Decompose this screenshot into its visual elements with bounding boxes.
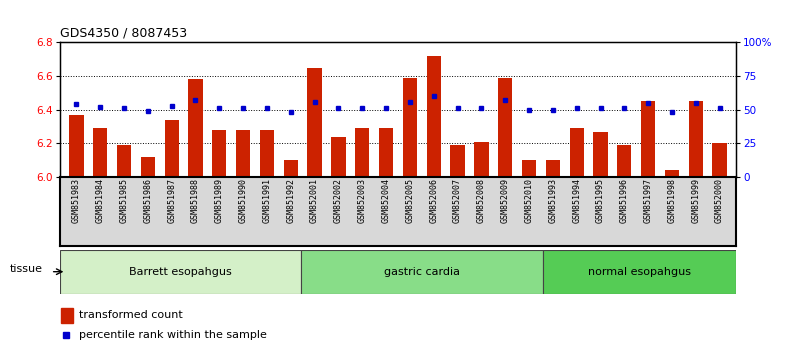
Bar	[189, 79, 203, 177]
Bar	[165, 120, 179, 177]
Text: GSM852003: GSM852003	[357, 178, 367, 223]
Bar	[403, 78, 417, 177]
Text: GSM851988: GSM851988	[191, 178, 200, 223]
Bar	[117, 145, 131, 177]
Bar	[641, 101, 655, 177]
Text: percentile rank within the sample: percentile rank within the sample	[79, 330, 267, 340]
Text: GSM852004: GSM852004	[381, 178, 391, 223]
Bar	[307, 68, 322, 177]
Text: GSM851994: GSM851994	[572, 178, 581, 223]
Text: gastric cardia: gastric cardia	[384, 267, 460, 277]
Bar	[236, 130, 250, 177]
Text: GSM851987: GSM851987	[167, 178, 176, 223]
Bar	[379, 128, 393, 177]
Text: GSM852009: GSM852009	[501, 178, 509, 223]
Bar	[451, 145, 465, 177]
Text: GSM852005: GSM852005	[405, 178, 415, 223]
Text: GSM851991: GSM851991	[263, 178, 271, 223]
Bar	[331, 137, 345, 177]
Text: GSM851993: GSM851993	[548, 178, 557, 223]
Bar	[689, 101, 703, 177]
Text: GSM851983: GSM851983	[72, 178, 81, 223]
Text: tissue: tissue	[10, 264, 43, 274]
Text: GSM852007: GSM852007	[453, 178, 462, 223]
Text: GSM852001: GSM852001	[310, 178, 319, 223]
Bar	[546, 160, 560, 177]
Bar	[302, 250, 543, 294]
Bar	[474, 142, 489, 177]
Text: Barrett esopahgus: Barrett esopahgus	[129, 267, 232, 277]
Text: GSM852008: GSM852008	[477, 178, 486, 223]
Bar	[593, 132, 607, 177]
Text: GDS4350 / 8087453: GDS4350 / 8087453	[60, 27, 187, 40]
Bar	[569, 128, 583, 177]
Text: transformed count: transformed count	[79, 310, 182, 320]
Bar	[355, 128, 369, 177]
Bar	[93, 128, 107, 177]
Text: GSM851997: GSM851997	[644, 178, 653, 223]
Bar	[498, 78, 513, 177]
Text: GSM852002: GSM852002	[334, 178, 343, 223]
Bar	[543, 250, 736, 294]
Bar	[69, 115, 84, 177]
Text: GSM852010: GSM852010	[525, 178, 533, 223]
Text: GSM851985: GSM851985	[119, 178, 128, 223]
Text: normal esopahgus: normal esopahgus	[588, 267, 691, 277]
Bar	[712, 143, 727, 177]
Text: GSM851990: GSM851990	[239, 178, 248, 223]
Bar	[427, 56, 441, 177]
Text: GSM851989: GSM851989	[215, 178, 224, 223]
Text: GSM851996: GSM851996	[620, 178, 629, 223]
Text: GSM851986: GSM851986	[143, 178, 152, 223]
Bar	[522, 160, 537, 177]
Bar	[259, 130, 274, 177]
Text: GSM852000: GSM852000	[715, 178, 724, 223]
Bar	[141, 157, 155, 177]
Bar	[213, 130, 227, 177]
Bar	[617, 145, 631, 177]
Text: GSM851992: GSM851992	[287, 178, 295, 223]
Bar	[61, 308, 73, 323]
Text: GSM851999: GSM851999	[691, 178, 700, 223]
Text: GSM851984: GSM851984	[96, 178, 105, 223]
Text: GSM851995: GSM851995	[596, 178, 605, 223]
Bar	[60, 250, 302, 294]
Text: GSM851998: GSM851998	[668, 178, 677, 223]
Bar	[283, 160, 298, 177]
Bar	[665, 170, 679, 177]
Text: GSM852006: GSM852006	[429, 178, 439, 223]
